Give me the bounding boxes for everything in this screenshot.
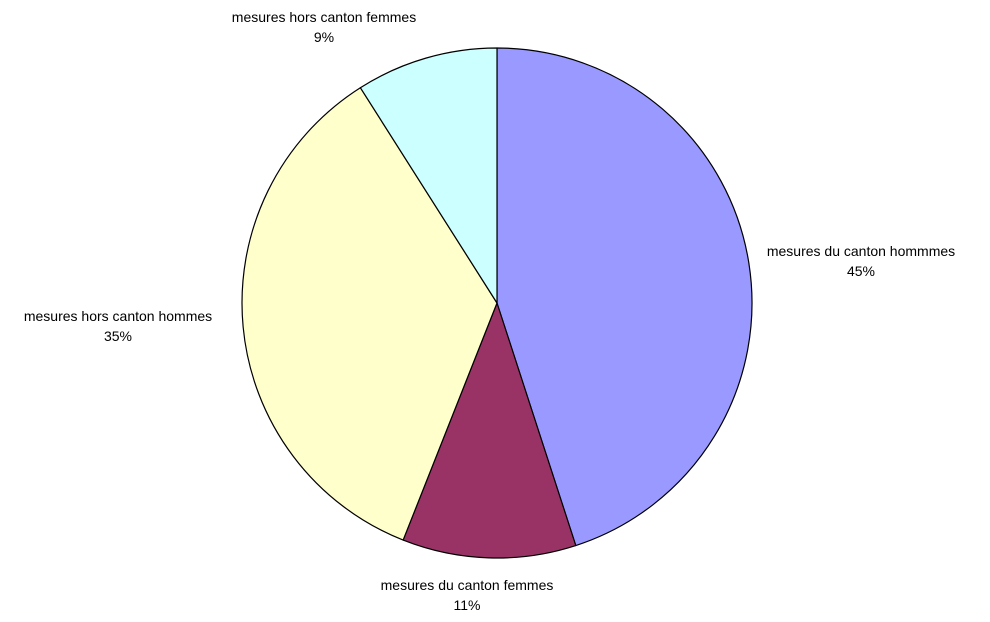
slice-percent: 11% (453, 597, 481, 613)
pie-slice-2 (241, 87, 498, 541)
slice-label-hors-canton-femmes: mesures hors canton femmes 9% (232, 7, 416, 47)
slice-label-hors-canton-hommes: mesures hors canton hommes 35% (24, 306, 212, 346)
slice-name: mesures hors canton femmes (231, 9, 417, 25)
slice-percent: 9% (313, 29, 335, 45)
pie-slice-3 (359, 47, 498, 304)
slice-label-canton-hommes: mesures du canton hommmes 45% (767, 241, 955, 281)
slice-percent: 45% (846, 263, 876, 279)
slice-name: mesures hors canton hommes (23, 308, 213, 324)
slice-name: mesures du canton femmes (380, 577, 554, 593)
pie-slice-1 (402, 302, 577, 559)
pie-slice-0 (496, 47, 753, 547)
slice-name: mesures du canton hommmes (766, 243, 956, 259)
slice-percent: 35% (103, 328, 133, 344)
slice-label-canton-femmes: mesures du canton femmes 11% (381, 575, 554, 615)
